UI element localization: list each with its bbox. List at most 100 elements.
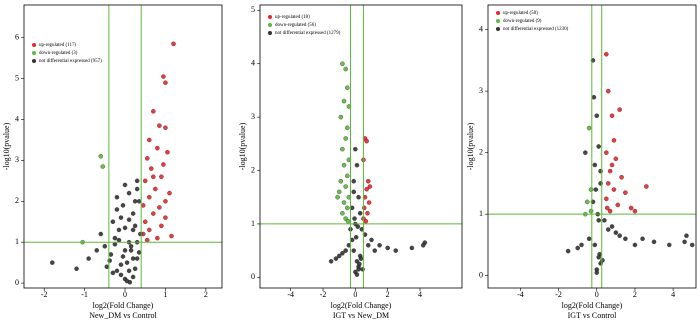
point [367,184,373,189]
point [122,182,128,188]
point [372,248,377,253]
legend-label: down-regulated (3) [39,51,78,56]
point [613,230,619,235]
point [134,256,140,261]
point [565,248,571,254]
point [420,243,426,248]
point [354,162,360,168]
x-tick-label: 4 [418,290,422,299]
point [104,264,110,269]
point [345,219,351,224]
point [114,268,120,274]
point [360,267,365,272]
point [130,211,136,216]
legend-marker [496,11,500,15]
point [134,186,140,192]
point [354,272,360,277]
point [588,208,594,214]
legend-label: up-regulated (18) [275,15,310,20]
point [142,178,148,184]
x-axis-label: log2(Fold Change) [562,301,623,310]
y-tick-label: 0 [15,278,19,287]
point [163,199,168,204]
point [98,231,104,237]
point [605,88,611,94]
point [364,138,369,144]
point [130,227,136,233]
point [147,227,152,233]
legend-marker [268,31,272,35]
y-axis-label: -log10(pvalue) [2,122,11,170]
point [343,136,348,141]
point [128,248,134,253]
point [667,242,672,248]
point [144,237,150,243]
point [167,190,172,196]
point [586,125,592,131]
point [336,253,342,259]
point [116,237,122,243]
point [357,261,362,267]
point [632,208,638,214]
point [126,268,132,274]
x-tick-label: -2 [555,290,562,299]
point [682,239,687,245]
point [345,125,350,131]
point [341,200,347,205]
y-tick-label: 3 [15,155,19,164]
point [377,243,382,248]
point [366,200,372,205]
point [163,125,168,130]
point [132,199,138,204]
x-tick-label: 1 [163,290,167,299]
point [127,280,133,285]
point [163,215,168,220]
point [609,113,615,118]
point [340,61,345,66]
point [120,254,126,259]
point [50,260,55,265]
y-tick-label: 4 [479,24,483,33]
point [586,236,592,242]
y-tick-label: 3 [251,112,255,121]
legend-marker [32,43,36,47]
point [364,186,369,192]
point [605,181,611,186]
point [114,207,120,212]
panel: -2 -1 0 1 2 0 1 2 3 4 5 6 up-regulated (117) down-reg… [2,4,223,320]
point [607,168,613,174]
point [94,248,99,253]
subtitle: New_DM vs Control [89,311,157,320]
point [151,211,156,216]
plot-frame [259,4,463,289]
point [353,235,359,240]
point [345,173,350,179]
point [155,145,160,151]
panel: -4 -2 0 2 4 0 1 2 3 4 up-regulated (58) down-regula… [466,4,697,320]
point [157,205,162,210]
legend-label: not differential expressed (1230) [503,27,569,32]
point [609,162,615,168]
y-tick-label: 2 [15,196,19,205]
point [366,243,371,248]
point [575,245,580,251]
point [335,194,340,200]
point [151,174,156,180]
point [355,224,361,229]
point [161,74,166,79]
point [102,244,108,249]
point [341,162,347,168]
point [132,223,138,229]
point [147,137,152,143]
legend-label: up-regulated (117) [39,43,76,48]
legend-label: down-regulated (56) [275,23,316,28]
subtitle: IGT vs Control [568,311,618,320]
point [343,66,348,72]
legend-marker [496,27,500,31]
point [343,248,348,253]
y-tick-label: 4 [15,114,19,123]
point [153,186,158,192]
point [632,242,638,248]
point [124,260,130,265]
y-axis-label: -log10(pvalue) [238,122,247,170]
